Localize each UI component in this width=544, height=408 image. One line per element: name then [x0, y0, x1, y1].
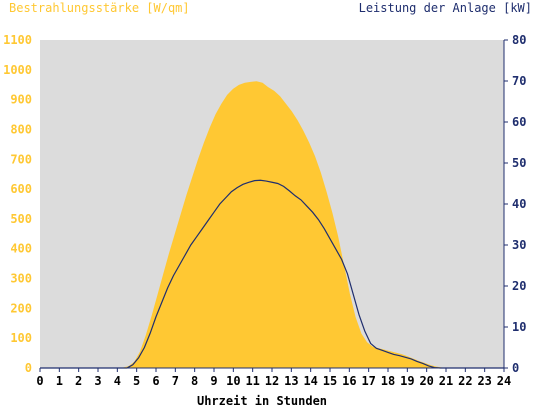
left-tick-label: 300: [10, 272, 32, 286]
x-tick-label: 0: [36, 374, 43, 388]
x-tick-label: 13: [284, 374, 298, 388]
left-tick-label: 1100: [3, 33, 32, 47]
left-tick-label: 200: [10, 301, 32, 315]
x-tick-label: 10: [226, 374, 240, 388]
x-tick-label: 9: [210, 374, 217, 388]
irradiance-line: [40, 81, 504, 369]
right-tick-label: 40: [512, 197, 526, 211]
x-tick-label: 23: [477, 374, 491, 388]
right-tick-label: 50: [512, 156, 526, 170]
left-tick-label: 400: [10, 242, 32, 256]
x-tick-label: 14: [303, 374, 317, 388]
x-tick-label: 3: [94, 374, 101, 388]
x-tick-label: 4: [114, 374, 121, 388]
right-tick-label: 70: [512, 74, 526, 88]
x-tick-label: 6: [152, 374, 159, 388]
left-tick-label: 700: [10, 152, 32, 166]
left-tick-label: 800: [10, 122, 32, 136]
x-tick-label: 5: [133, 374, 140, 388]
x-tick-label: 20: [419, 374, 433, 388]
left-axis-title: Bestrahlungsstärke [W/qm]: [9, 1, 190, 15]
right-tick-label: 80: [512, 33, 526, 47]
axis-layer: 0 1 2 3 4 5 6 7 8 9 10 11 12 13 14 15 16 17 18 19 20 21 22 23 24…: [3, 33, 526, 388]
x-tick-label: 11: [245, 374, 259, 388]
x-tick-label: 15: [323, 374, 337, 388]
left-tick-label: 1000: [3, 63, 32, 77]
x-tick-label: 18: [381, 374, 395, 388]
x-tick-label: 16: [342, 374, 356, 388]
x-tick-label: 2: [75, 374, 82, 388]
right-tick-label: 60: [512, 115, 526, 129]
power-line: [40, 179, 504, 369]
left-tick-label: 500: [10, 212, 32, 226]
left-tick-label: 900: [10, 93, 32, 107]
series-layer: [40, 81, 504, 369]
right-tick-label: 20: [512, 279, 526, 293]
left-tick-label: 0: [25, 361, 32, 375]
x-axis-title: Uhrzeit in Stunden: [197, 394, 327, 408]
x-tick-label: 21: [439, 374, 453, 388]
x-tick-label: 24: [497, 374, 511, 388]
right-tick-label: 10: [512, 320, 526, 334]
x-tick-label: 12: [265, 374, 279, 388]
right-tick-label: 30: [512, 238, 526, 252]
right-tick-label: 0: [512, 361, 519, 375]
x-tick-label: 8: [191, 374, 198, 388]
x-tick-label: 7: [172, 374, 179, 388]
x-tick-label: 1: [56, 374, 63, 388]
x-tick-label: 19: [400, 374, 414, 388]
left-tick-label: 600: [10, 182, 32, 196]
right-axis-title: Leistung der Anlage [kW]: [359, 1, 532, 15]
left-tick-label: 100: [10, 331, 32, 345]
x-tick-label: 17: [361, 374, 375, 388]
irradiance-area: [40, 81, 504, 368]
x-tick-label: 22: [458, 374, 472, 388]
